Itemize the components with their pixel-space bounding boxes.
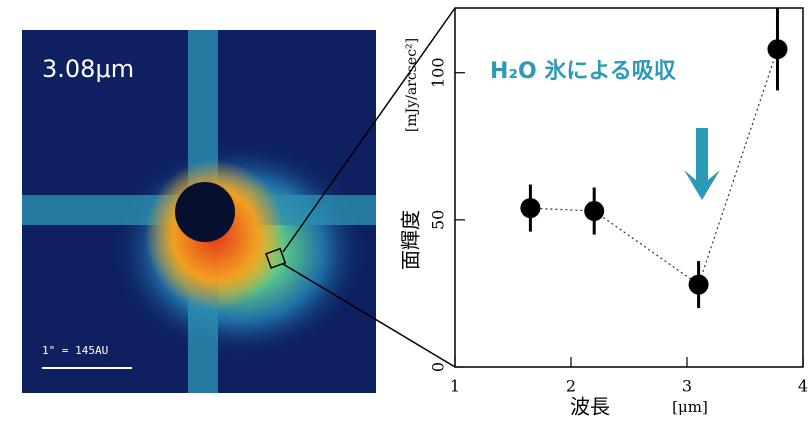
y-tick-label: 100	[429, 57, 448, 88]
scale-label: 1" = 145AU	[42, 344, 108, 357]
annotation-arrow	[684, 128, 720, 200]
y-tick-label: 50	[429, 210, 448, 230]
occulted-center	[175, 182, 235, 242]
figure: 3.08μm 1" = 145AU 1 2 3 4 0 50 100 波長 [μm] 面輝度 [mJ…	[0, 0, 810, 424]
connecting-line	[530, 49, 777, 284]
x-tick-label: 2	[566, 377, 576, 396]
data-point	[767, 39, 787, 59]
y-tick-label: 0	[429, 362, 448, 372]
wavelength-label: 3.08μm	[42, 55, 134, 83]
data-point	[689, 275, 709, 295]
x-tick-label: 1	[450, 377, 460, 396]
x-tick-label: 3	[682, 377, 692, 396]
data-point	[584, 201, 604, 221]
annotation: H₂O 氷による吸収	[490, 59, 677, 84]
astronomical-image: 3.08μm 1" = 145AU	[22, 30, 376, 393]
x-label: 波長	[570, 395, 610, 419]
data-point	[520, 198, 540, 218]
x-unit: [μm]	[672, 398, 708, 416]
y-label: 面輝度	[399, 210, 423, 270]
x-tick-label: 4	[798, 377, 808, 396]
y-unit: [mJy/arcsec²]	[404, 38, 420, 132]
